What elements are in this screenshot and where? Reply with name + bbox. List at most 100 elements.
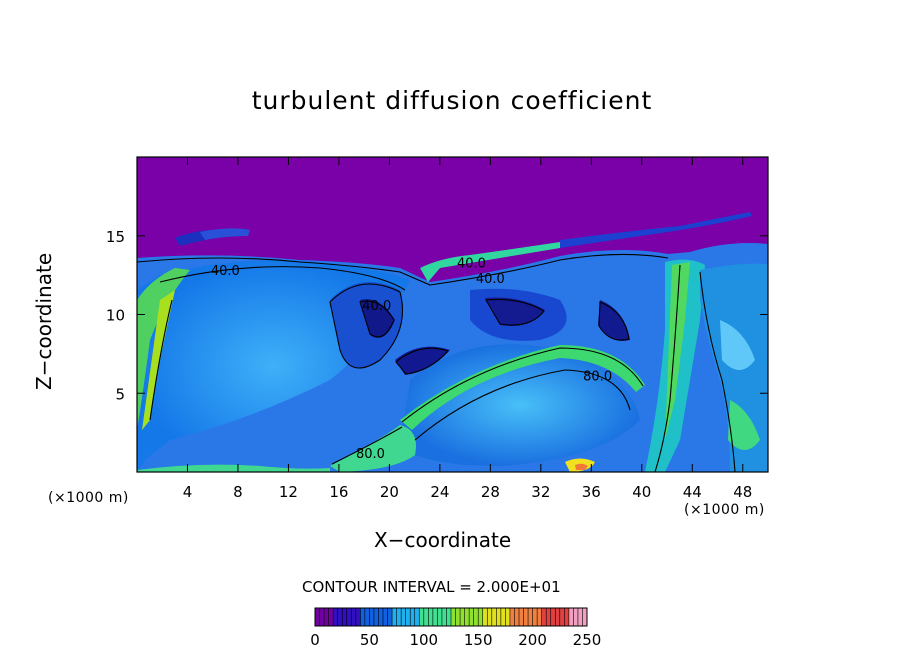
x-unit-right: (×1000 m) bbox=[684, 502, 765, 518]
contour-label: 40.0 bbox=[457, 256, 486, 271]
colorbar-cell bbox=[573, 608, 579, 626]
colorbar-cell bbox=[555, 608, 561, 626]
colorbar-cell bbox=[582, 608, 588, 626]
colorbar-cell bbox=[410, 608, 416, 626]
colorbar-cell bbox=[355, 608, 361, 626]
contour-lines bbox=[137, 253, 736, 472]
y-tick-label: 15 bbox=[106, 228, 125, 246]
colorbar-cell bbox=[482, 608, 488, 626]
colorbar-cell bbox=[568, 608, 574, 626]
colorbar-cell bbox=[369, 608, 375, 626]
y-axis-ticks: 5 10 15 bbox=[106, 228, 768, 403]
colorbar-cell bbox=[532, 608, 538, 626]
colorbar-cell bbox=[441, 608, 447, 626]
colorbar-cell bbox=[564, 608, 570, 626]
colorbar-cell bbox=[473, 608, 479, 626]
colorbar-tick-label: 200 bbox=[518, 631, 547, 649]
colorbar-cell bbox=[537, 608, 542, 626]
colorbar-cell bbox=[541, 608, 547, 626]
colorbar-tick-label: 250 bbox=[573, 631, 602, 649]
x-tick-label: 4 bbox=[183, 483, 193, 501]
colorbar-tick-label: 150 bbox=[464, 631, 493, 649]
colorbar-cell bbox=[487, 608, 493, 626]
x-tick-label: 28 bbox=[481, 483, 500, 501]
colorbar-cell bbox=[324, 608, 329, 626]
colorbar-frame bbox=[314, 607, 588, 627]
x-tick-label: 32 bbox=[531, 483, 550, 501]
colorbar-cell bbox=[342, 608, 348, 626]
x-tick-label: 20 bbox=[380, 483, 399, 501]
colorbar-cell bbox=[514, 608, 520, 626]
colorbar-cell bbox=[405, 608, 411, 626]
colorbar: 0 50 100 150 200 250 bbox=[310, 607, 602, 649]
x-tick-label: 16 bbox=[329, 483, 348, 501]
colorbar-cell bbox=[373, 608, 379, 626]
colorbar-cell bbox=[346, 608, 352, 626]
x-axis-ticks: 4 8 12 16 20 24 28 32 36 40 44 48 bbox=[183, 157, 752, 501]
colorbar-cell bbox=[333, 608, 338, 626]
colorbar-cell bbox=[500, 608, 506, 626]
colorbar-cell bbox=[446, 608, 452, 626]
heatmap-field bbox=[137, 157, 768, 472]
colorbar-cell bbox=[315, 608, 320, 626]
colorbar-tick-label: 50 bbox=[360, 631, 379, 649]
colorbar-cell bbox=[428, 608, 434, 626]
colorbar-cell bbox=[550, 608, 556, 626]
x-tick-label: 36 bbox=[582, 483, 601, 501]
contour-label: 40.0 bbox=[362, 299, 391, 314]
y-tick-label: 5 bbox=[115, 385, 125, 403]
colorbar-cell bbox=[559, 608, 565, 626]
colorbar-cell bbox=[387, 608, 393, 626]
colorbar-tick-label: 0 bbox=[310, 631, 320, 649]
colorbar-cell bbox=[378, 608, 384, 626]
colorbar-cell bbox=[496, 608, 502, 626]
x-tick-label: 12 bbox=[279, 483, 298, 501]
x-tick-label: 44 bbox=[683, 483, 702, 501]
x-tick-label: 8 bbox=[233, 483, 243, 501]
chart-title: turbulent diffusion coefficient bbox=[251, 86, 653, 115]
colorbar-cell bbox=[423, 608, 429, 626]
x-unit-left: (×1000 m) bbox=[48, 490, 129, 506]
contour-label-layer: 40.040.080.080.040.040.0 bbox=[211, 256, 612, 462]
colorbar-cell bbox=[577, 608, 583, 626]
colorbar-cell bbox=[509, 608, 515, 626]
contour-label: 40.0 bbox=[476, 272, 505, 287]
colorbar-cell bbox=[451, 608, 456, 626]
colorbar-cell bbox=[455, 608, 461, 626]
colorbar-cell bbox=[528, 608, 533, 626]
colorbar-cell bbox=[383, 608, 388, 626]
colorbar-cell bbox=[460, 608, 465, 626]
x-axis-label: X−coordinate bbox=[374, 528, 512, 552]
colorbar-cell bbox=[491, 608, 497, 626]
colorbar-cell bbox=[419, 608, 425, 626]
colorbar-cell bbox=[360, 608, 366, 626]
colorbar-cell bbox=[328, 608, 334, 626]
colorbar-cell bbox=[337, 608, 343, 626]
colorbar-cell bbox=[519, 608, 524, 626]
colorbar-cell bbox=[437, 608, 443, 626]
colorbar-cell bbox=[523, 608, 529, 626]
y-axis-label: Z−coordinate bbox=[32, 252, 56, 390]
x-tick-label: 40 bbox=[632, 483, 651, 501]
contour-label: 80.0 bbox=[356, 447, 385, 462]
contour-label: 80.0 bbox=[583, 370, 612, 385]
colorbar-cell bbox=[505, 608, 511, 626]
colorbar-cell bbox=[319, 608, 325, 626]
colorbar-cell bbox=[351, 608, 357, 626]
colorbar-tick-label: 100 bbox=[409, 631, 438, 649]
x-tick-label: 48 bbox=[733, 483, 752, 501]
colorbar-cell bbox=[469, 608, 474, 626]
colorbar-cell bbox=[364, 608, 370, 626]
colorbar-cell bbox=[432, 608, 438, 626]
colorbar-cell bbox=[478, 608, 484, 626]
contour-label: 40.0 bbox=[211, 264, 240, 279]
y-tick-label: 10 bbox=[106, 307, 125, 325]
colorbar-cell bbox=[464, 608, 470, 626]
colorbar-cell bbox=[401, 608, 406, 626]
contour-interval: CONTOUR INTERVAL = 2.000E+01 bbox=[302, 578, 561, 596]
x-tick-label: 24 bbox=[430, 483, 449, 501]
colorbar-cell bbox=[414, 608, 420, 626]
colorbar-cell bbox=[546, 608, 552, 626]
colorbar-cell bbox=[392, 608, 397, 626]
